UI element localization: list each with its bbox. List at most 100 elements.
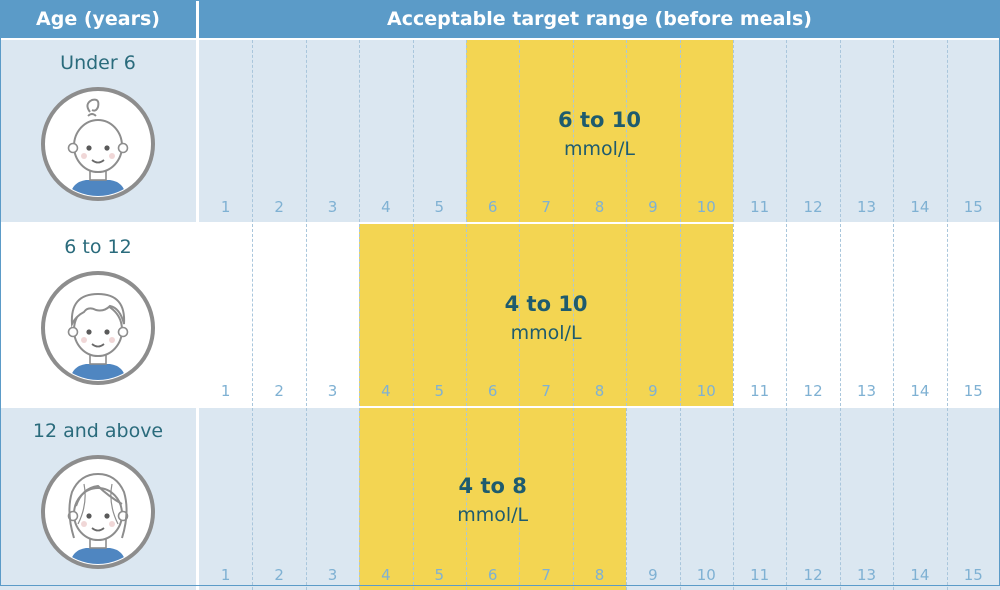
gridline (412, 408, 414, 590)
gridline (572, 40, 574, 222)
x-tick-label: 5 (434, 198, 445, 216)
x-tick-label: 5 (434, 566, 445, 584)
range-column-header: Acceptable target range (before meals) (199, 0, 1000, 38)
age-label: 12 and above (32, 420, 164, 442)
x-tick-label: 11 (750, 566, 770, 584)
x-tick-label: 7 (541, 198, 551, 216)
target-range-bar (359, 408, 627, 590)
gridline (252, 408, 254, 590)
x-tick-label: 9 (648, 198, 658, 216)
x-tick-label: 3 (327, 566, 338, 584)
age-cell: 12 and above (0, 408, 196, 590)
gridline (626, 40, 628, 222)
gridline (893, 224, 895, 406)
x-tick-label: 1 (220, 382, 231, 400)
range-row: 1 2 3 4 5 6 7 8 9 10 11 12 13 14 15 4 to 10 mmol/L (199, 224, 1000, 406)
x-tick-label: 6 (487, 382, 498, 400)
x-tick-label: 2 (274, 198, 284, 216)
gridline (359, 224, 361, 406)
gridline (786, 40, 788, 222)
x-tick-label: 1 (220, 198, 231, 216)
x-tick-label: 9 (648, 382, 658, 400)
age-column-header: Age (years) (0, 0, 196, 38)
x-tick-label: 14 (910, 566, 930, 584)
teen-girl-face-icon (40, 454, 156, 570)
x-tick-label: 13 (856, 198, 877, 216)
gridline (733, 224, 734, 406)
baby-face-icon (40, 86, 156, 202)
gridline (305, 40, 307, 222)
x-tick-label: 12 (803, 382, 823, 400)
x-tick-label: 13 (856, 382, 877, 400)
x-tick-label: 2 (274, 566, 284, 584)
x-tick-label: 2 (274, 382, 284, 400)
gridline (519, 408, 521, 590)
x-tick-label: 8 (594, 198, 605, 216)
gridline (946, 40, 948, 222)
x-tick-label: 5 (434, 382, 445, 400)
x-tick-label: 15 (963, 566, 983, 584)
range-row: 1 2 3 4 5 6 7 8 9 10 11 12 13 14 15 6 to 10 mmol/L (199, 40, 1000, 222)
gridline (786, 408, 788, 590)
range-unit-label: mmol/L (457, 504, 529, 526)
x-tick-label: 6 (487, 566, 498, 584)
gridline (252, 224, 254, 406)
gridline (519, 40, 521, 222)
x-tick-label: 10 (696, 382, 716, 400)
age-label: Under 6 (60, 52, 136, 74)
gridline (839, 408, 841, 590)
x-tick-label: 8 (594, 382, 605, 400)
range-label: 4 to 10 mmol/L (446, 292, 646, 344)
age-cell: 6 to 12 (0, 224, 196, 406)
gridline (412, 224, 414, 406)
range-unit-label: mmol/L (564, 138, 635, 160)
x-tick-label: 12 (803, 198, 823, 216)
x-tick-label: 4 (381, 566, 391, 584)
gridline (893, 40, 895, 222)
row-separator (0, 406, 1000, 408)
gridline (466, 224, 467, 406)
gridline (626, 408, 628, 590)
gridline (679, 408, 681, 590)
x-tick-label: 6 (487, 198, 498, 216)
gridline (572, 408, 574, 590)
range-value-label: 4 to 8 (458, 474, 527, 498)
row-separator (0, 222, 1000, 224)
x-tick-label: 10 (696, 566, 716, 584)
gridline (252, 40, 254, 222)
gridline (946, 224, 948, 406)
target-range-bar (359, 224, 733, 406)
x-tick-label: 1 (220, 566, 231, 584)
gridline (359, 408, 361, 590)
age-cell: Under 6 (0, 40, 196, 222)
gridline (733, 408, 734, 590)
gridline (572, 224, 574, 406)
gridline (679, 224, 681, 406)
x-tick-label: 15 (963, 198, 983, 216)
gridline (412, 40, 414, 222)
x-tick-label: 11 (750, 382, 770, 400)
range-label: 6 to 10 mmol/L (500, 108, 700, 160)
target-range-bar (466, 40, 733, 222)
gridline (626, 224, 628, 406)
gridline (733, 40, 734, 222)
x-tick-label: 14 (910, 382, 930, 400)
gridline (466, 40, 467, 222)
x-tick-label: 8 (594, 566, 605, 584)
x-tick-label: 9 (648, 566, 658, 584)
gridline (893, 408, 895, 590)
range-value-label: 4 to 10 (504, 292, 588, 316)
x-tick-label: 7 (541, 566, 551, 584)
gridline (839, 40, 841, 222)
gridline (519, 224, 521, 406)
x-tick-label: 4 (381, 198, 391, 216)
x-tick-label: 10 (696, 198, 716, 216)
x-tick-label: 14 (910, 198, 930, 216)
gridline (466, 408, 467, 590)
column-separator (196, 0, 199, 586)
gridline (839, 224, 841, 406)
x-tick-label: 7 (541, 382, 551, 400)
range-label: 4 to 8 mmol/L (393, 474, 593, 526)
x-tick-label: 13 (856, 566, 877, 584)
